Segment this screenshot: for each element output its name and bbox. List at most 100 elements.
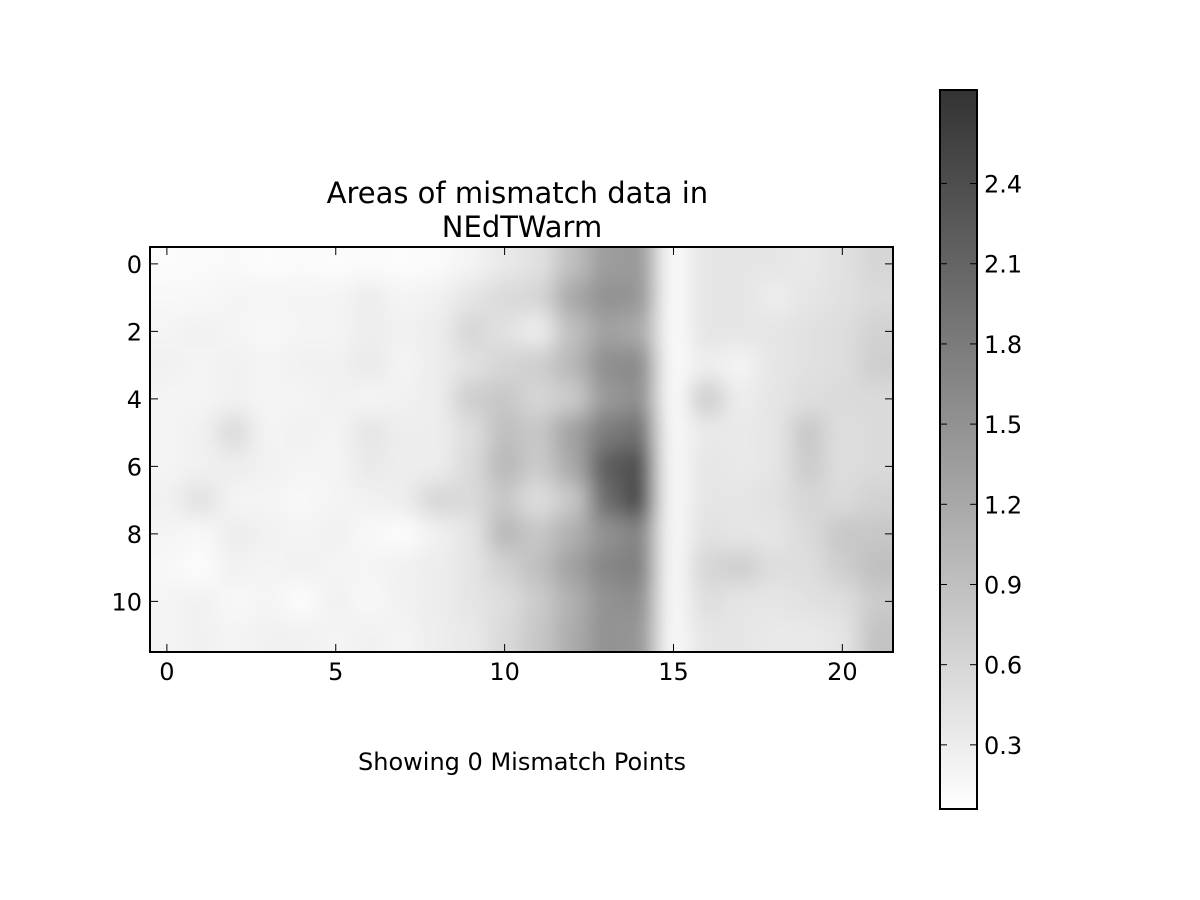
heatmap-cell (150, 280, 151, 315)
heatmap-cell (183, 651, 219, 652)
plot-frame (149, 246, 894, 653)
heatmap-cell (385, 617, 421, 652)
heatmap-cell (250, 651, 286, 652)
heatmap-cell (892, 415, 893, 450)
heatmap-cell (757, 584, 793, 619)
heatmap-cell (554, 314, 590, 349)
heatmap-cell (791, 516, 826, 552)
heatmap-cell (217, 247, 252, 248)
heatmap-cell (824, 314, 860, 349)
heatmap-cell (791, 415, 826, 450)
heatmap-cell (824, 415, 860, 450)
y-tick-label: 2 (127, 318, 142, 346)
heatmap-cell (824, 280, 860, 315)
heatmap-cell (723, 651, 759, 652)
heatmap-cell (824, 247, 860, 248)
heatmap-cell (554, 584, 590, 619)
heatmap-cell (791, 482, 826, 518)
heatmap-cell (150, 347, 185, 383)
heatmap-cell (824, 381, 860, 417)
heatmap-cell (689, 617, 725, 652)
heatmap-cell (217, 550, 252, 585)
heatmap-cell (588, 280, 624, 315)
colorbar-gradient (939, 89, 978, 810)
heatmap-cell (217, 280, 252, 315)
heatmap-cell (689, 280, 725, 315)
heatmap-cell (791, 381, 826, 417)
colorbar-tick-label: 2.4 (984, 171, 1022, 199)
heatmap-cell (791, 651, 826, 652)
heatmap-cell (318, 482, 354, 518)
heatmap-cell (453, 381, 489, 417)
heatmap-cell (554, 617, 590, 652)
heatmap-cell (385, 550, 421, 585)
x-tick-label: 20 (827, 658, 858, 686)
heatmap-cell (521, 584, 556, 619)
heatmap-cell (757, 550, 793, 585)
heatmap-cell (487, 415, 522, 450)
heatmap-cell (521, 347, 556, 383)
heatmap-cell (554, 651, 590, 652)
x-tick-label: 0 (159, 658, 174, 686)
heatmap-cell (419, 415, 455, 450)
heatmap-cell (419, 584, 455, 619)
heatmap-cell (284, 280, 320, 315)
heatmap-cell (150, 415, 185, 450)
heatmap-cell (622, 482, 658, 518)
heatmap-cell (250, 584, 286, 619)
colorbar-tick-label: 1.2 (984, 491, 1022, 519)
heatmap-cell (419, 449, 455, 484)
colorbar-tick-label: 2.1 (984, 251, 1022, 279)
heatmap-cell (824, 584, 860, 619)
heatmap-cell (284, 651, 320, 652)
heatmap-cell (352, 550, 387, 585)
x-axis: 0 5 10 15 20 (159, 247, 858, 686)
heatmap-cell (656, 280, 691, 315)
heatmap-cell (656, 449, 691, 484)
heatmap-cell (622, 247, 658, 248)
heatmap-cell (689, 550, 725, 585)
heatmap-cell (791, 314, 826, 349)
heatmap-cell (791, 247, 826, 248)
heatmap-cell (250, 247, 286, 282)
heatmap-cell (892, 617, 893, 652)
heatmap-cell (757, 381, 793, 417)
heatmap-cell (385, 415, 421, 450)
heatmap-cell (622, 280, 658, 315)
heatmap-area (150, 247, 893, 652)
heatmap-cell (318, 449, 354, 484)
heatmap-cell (892, 482, 893, 518)
heatmap-cell (824, 516, 860, 552)
heatmap-cell (150, 550, 185, 585)
heatmap-cell (385, 584, 421, 619)
heatmap-cell (521, 449, 556, 484)
heatmap-cell (622, 584, 658, 619)
heatmap-cell (453, 314, 489, 349)
heatmap-cell (757, 280, 793, 315)
colorbar: 0.3 0.6 0.9 1.2 1.5 1.8 2.1 2.4 (939, 89, 1022, 810)
heatmap-cell (824, 449, 860, 484)
heatmap-cell (352, 651, 387, 652)
heatmap-cell (689, 247, 725, 248)
heatmap-cell (150, 347, 151, 383)
heatmap-cell (217, 516, 252, 552)
heatmap-cell (656, 247, 691, 248)
heatmap-cell (521, 247, 556, 282)
heatmap-cell (250, 314, 286, 349)
x-tick-label: 10 (489, 658, 520, 686)
heatmap-cell (385, 280, 421, 315)
heatmap-cell (217, 617, 252, 652)
heatmap-cell (352, 280, 387, 315)
heatmap-cell (150, 247, 185, 248)
heatmap-cell (588, 415, 624, 450)
heatmap-cell (284, 584, 320, 619)
heatmap-cell (757, 651, 793, 652)
heatmap-cell (892, 550, 893, 585)
heatmap-cell (723, 550, 759, 585)
heatmap-cell (217, 247, 252, 282)
y-tick-label: 8 (127, 521, 142, 549)
heatmap-cell (892, 280, 893, 315)
heatmap-cell (453, 449, 489, 484)
heatmap-cell (419, 617, 455, 652)
heatmap-cell (689, 415, 725, 450)
